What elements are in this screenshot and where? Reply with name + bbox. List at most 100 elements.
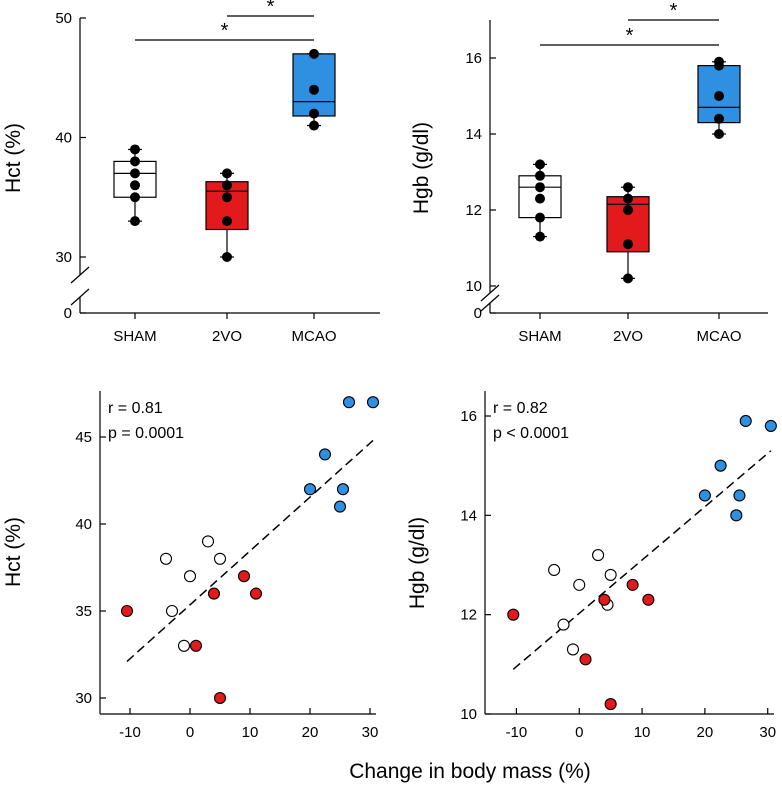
axis-break-mark — [480, 284, 500, 302]
hct-boxplot-panel: 0 30 40 50 Hct (%) SHAM 2VO MCAO * * — [2, 0, 380, 345]
scatter-point-2vo — [249, 587, 263, 600]
scatter-point-sham — [604, 568, 617, 581]
x-tick-label: 20 — [697, 724, 714, 741]
scatter-point-2vo — [507, 608, 520, 621]
data-point-mcao — [714, 129, 724, 139]
scatter-point-2vo — [626, 578, 639, 591]
regression-fit-line — [512, 450, 772, 670]
scatter-point-sham — [201, 535, 215, 548]
x-tick-label-sham: SHAM — [113, 328, 156, 345]
scatter-point-mcao — [333, 500, 347, 513]
scatter-point-2vo — [579, 653, 592, 666]
x-tick-label: 10 — [634, 724, 651, 741]
scatter-point-sham — [548, 563, 561, 577]
y-tick-label: 16 — [465, 50, 482, 67]
data-point-sham — [535, 170, 545, 181]
scatter-point-sham — [557, 618, 570, 631]
regression-fit-line — [126, 439, 374, 663]
x-tick-label: 0 — [575, 724, 583, 741]
data-point-2vo — [222, 252, 232, 262]
x-tick-label: -10 — [119, 724, 141, 741]
scatter-point-sham — [592, 549, 605, 562]
scatter-point-mcao — [336, 483, 350, 496]
y-tick-label: 40 — [75, 516, 92, 533]
x-tick-label: 30 — [362, 724, 379, 741]
y-tick-label: 10 — [465, 278, 482, 295]
significance-star: * — [267, 0, 275, 18]
y-tick-label: 0 — [474, 305, 482, 322]
scatter-point-sham — [183, 570, 197, 583]
scatter-point-mcao — [730, 509, 743, 522]
data-point-2vo — [623, 182, 633, 193]
data-point-mcao — [714, 56, 724, 67]
y-tick-label: 14 — [460, 507, 477, 524]
x-tick-label-mcao: MCAO — [697, 328, 742, 345]
scatter-point-2vo — [604, 698, 617, 711]
x-tick-label-2vo: 2VO — [212, 328, 242, 345]
data-point-mcao — [714, 113, 724, 124]
data-point-mcao — [309, 120, 319, 131]
x-tick-label: 10 — [242, 724, 259, 741]
scatter-point-2vo — [213, 691, 227, 705]
y-tick-label: 40 — [55, 130, 72, 147]
data-point-sham — [535, 231, 545, 242]
y-axis-label: Hgb (g/dl) — [410, 122, 433, 214]
scatter-point-mcao — [318, 448, 332, 461]
y-tick-label: 12 — [465, 202, 482, 219]
scatter-point-mcao — [714, 459, 727, 472]
data-point-mcao — [309, 48, 319, 59]
x-tick-label: 20 — [302, 724, 319, 741]
data-point-2vo — [222, 192, 232, 203]
shared-x-axis-label: Change in body mass (%) — [349, 760, 591, 783]
r-value-annotation: r = 0.82 — [493, 400, 548, 417]
scatter-point-sham — [566, 643, 580, 656]
axis-break-mark — [70, 288, 90, 306]
scatter-point-sham — [573, 578, 586, 591]
data-point-2vo — [623, 239, 633, 250]
scatter-point-2vo — [237, 570, 251, 583]
significance-star: * — [626, 25, 634, 47]
data-point-mcao — [714, 91, 724, 101]
p-value-annotation: p = 0.0001 — [108, 425, 184, 442]
box-sham — [113, 160, 157, 198]
x-tick-label-2vo: 2VO — [613, 328, 643, 345]
scatter-point-sham — [177, 639, 191, 652]
data-point-sham — [130, 192, 140, 203]
hgb-boxplot-panel: 0 10 12 14 16 Hgb (g/dl) SHAM 2VO MCAO * * — [410, 0, 768, 345]
data-point-sham — [130, 180, 140, 191]
x-tick-label: -10 — [506, 724, 528, 741]
y-axis-label: Hct (%) — [2, 123, 25, 193]
data-point-mcao — [309, 84, 319, 95]
y-tick-label: 10 — [460, 706, 477, 723]
y-axis-label: Hct (%) — [2, 517, 25, 587]
data-point-2vo — [222, 216, 232, 227]
y-tick-label: 14 — [465, 126, 482, 143]
data-point-sham — [535, 212, 545, 223]
hgb-scatter-panel: 10 12 14 16 -10 0 10 20 30 Hgb (g/dl) r = 0.82 p < … — [406, 391, 777, 741]
scatter-point-2vo — [120, 604, 134, 618]
data-point-sham — [535, 159, 545, 170]
scatter-point-sham — [213, 552, 227, 565]
hct-scatter-panel: 30 35 40 45 -10 0 10 20 30 Hct (%) r = 0.81 p = 0.0… — [2, 391, 380, 741]
y-tick-label: 50 — [55, 10, 72, 27]
x-tick-label-sham: SHAM — [518, 328, 561, 345]
data-point-sham — [130, 156, 140, 167]
y-tick-label: 0 — [64, 305, 72, 322]
scatter-point-2vo — [189, 639, 203, 652]
data-point-2vo — [623, 205, 633, 215]
data-point-mcao — [309, 108, 319, 119]
y-tick-label: 12 — [460, 607, 477, 624]
r-value-annotation: r = 0.81 — [108, 400, 163, 417]
y-tick-label: 45 — [75, 429, 92, 446]
data-point-2vo — [623, 193, 633, 204]
x-tick-label-mcao: MCAO — [292, 328, 337, 345]
significance-star: * — [670, 0, 678, 22]
y-tick-label: 30 — [75, 690, 92, 707]
axis-break-mark — [70, 266, 90, 284]
data-point-2vo — [623, 273, 633, 284]
y-tick-label: 16 — [460, 408, 477, 425]
scatter-point-2vo — [207, 587, 221, 600]
y-axis-label: Hgb (g/dl) — [406, 517, 429, 609]
